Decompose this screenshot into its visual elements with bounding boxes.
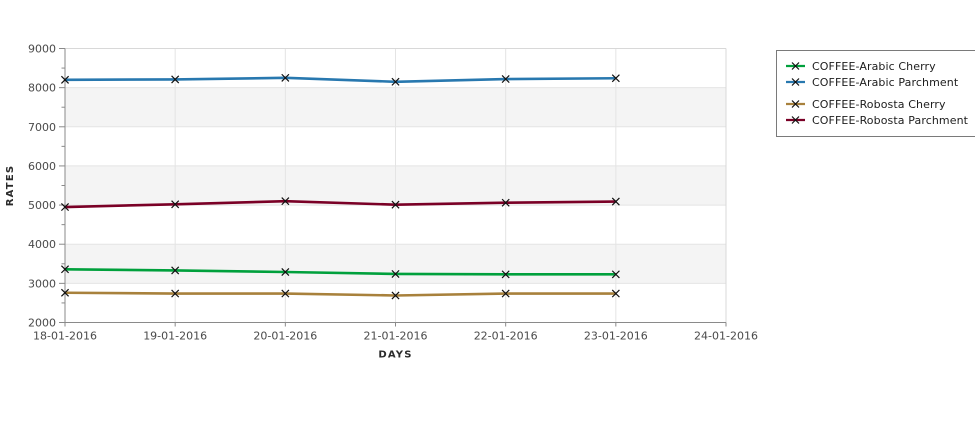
x-tick-label: 21-01-2016	[364, 330, 428, 343]
x-marker-icon	[611, 270, 620, 279]
legend-item: COFFEE-Arabic Parchment	[786, 74, 968, 90]
x-tick-label: 19-01-2016	[143, 330, 207, 343]
legend-label: COFFEE-Arabic Cherry	[812, 59, 936, 73]
x-axis-title: DAYS	[378, 350, 412, 361]
x-marker-icon	[611, 289, 620, 298]
x-marker-icon	[611, 74, 620, 83]
x-marker-icon	[391, 77, 400, 86]
x-marker-icon	[171, 289, 180, 298]
series-line-coffee-arabic-cherry	[64, 267, 616, 276]
legend-label: COFFEE-Robosta Parchment	[812, 113, 969, 127]
series-markers-coffee-arabic-parchment	[60, 73, 620, 86]
y-axis-title: RATES	[5, 165, 16, 207]
x-marker-icon	[501, 75, 510, 84]
tick-labels: 2000 3000 4000 5000 6000 7000 8000 9000 18-01-20…	[28, 43, 758, 343]
series-markers-coffee-arabic-cherry	[60, 265, 620, 279]
series-line-coffee-robosta-cherry	[64, 291, 616, 297]
y-tick-label: 9000	[28, 43, 56, 56]
series-line-coffee-arabic-parchment	[64, 76, 616, 84]
y-tick-label: 6000	[28, 160, 56, 173]
legend-label: COFFEE-Arabic Parchment	[812, 75, 959, 89]
x-tick-label: 23-01-2016	[584, 330, 648, 343]
legend-marker-icon	[786, 78, 805, 86]
x-marker-icon	[171, 200, 180, 209]
x-tick-label: 22-01-2016	[474, 330, 538, 343]
series-markers-coffee-robosta-parchment	[60, 197, 620, 212]
y-tick-label: 2000	[28, 317, 56, 330]
legend-marker-icon	[786, 116, 805, 124]
x-marker-icon	[60, 203, 70, 212]
legend: COFFEE-Arabic Cherry COFFEE-Arabic Parchm…	[776, 50, 975, 137]
y-tick-label: 7000	[28, 121, 56, 134]
x-marker-icon	[391, 269, 400, 278]
x-marker-icon	[281, 197, 290, 206]
x-marker-icon	[391, 200, 400, 209]
legend-label: COFFEE-Robosta Cherry	[812, 97, 946, 111]
x-marker-icon	[171, 266, 180, 275]
series-markers-coffee-robosta-cherry	[60, 288, 620, 300]
legend-marker-icon	[786, 62, 805, 70]
x-marker-icon	[501, 198, 510, 207]
plot-border	[65, 48, 727, 323]
legend-item: COFFEE-Robosta Parchment	[786, 112, 968, 128]
y-tick-label: 3000	[28, 277, 56, 290]
x-marker-icon	[60, 75, 70, 84]
x-marker-icon	[501, 289, 510, 298]
legend-item: COFFEE-Robosta Cherry	[786, 96, 968, 112]
x-marker-icon	[501, 270, 510, 279]
legend-item: COFFEE-Arabic Cherry	[786, 58, 968, 74]
x-marker-icon	[60, 288, 70, 297]
y-tick-label: 4000	[28, 238, 56, 251]
x-marker-icon	[391, 291, 400, 300]
x-marker-icon	[281, 73, 290, 82]
legend-marker-icon	[786, 100, 805, 108]
x-marker-icon	[611, 197, 620, 206]
axis-ticks	[59, 48, 727, 327]
x-marker-icon	[60, 265, 70, 274]
y-tick-label: 8000	[28, 82, 56, 95]
y-tick-label: 5000	[28, 199, 56, 212]
x-marker-icon	[281, 267, 290, 277]
x-tick-label: 20-01-2016	[253, 330, 317, 343]
x-tick-label: 24-01-2016	[694, 330, 758, 343]
x-marker-icon	[171, 75, 180, 84]
series-line-coffee-robosta-parchment	[64, 199, 616, 209]
x-marker-icon	[281, 289, 290, 298]
x-tick-label: 18-01-2016	[33, 330, 97, 343]
